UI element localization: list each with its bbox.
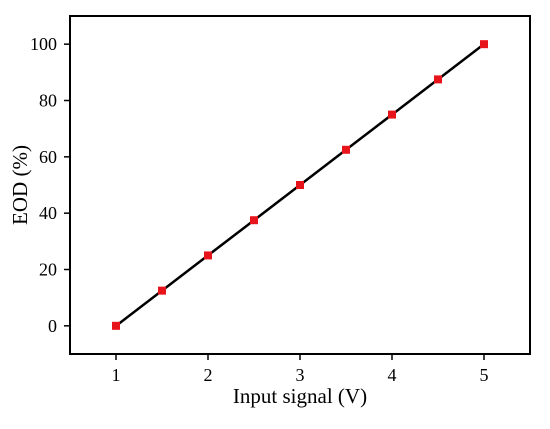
data-point bbox=[296, 181, 304, 189]
y-tick-label: 100 bbox=[30, 34, 57, 54]
data-point bbox=[250, 216, 258, 225]
y-tick-label: 60 bbox=[39, 147, 57, 167]
tick-labels: 1 2 3 4 5 0 20 40 60 80 100 bbox=[30, 34, 489, 385]
data-point bbox=[158, 286, 166, 295]
y-tick-label: 20 bbox=[39, 260, 57, 280]
y-axis-label: EOD (%) bbox=[8, 145, 32, 225]
data-point bbox=[112, 321, 120, 330]
data-points bbox=[112, 40, 488, 330]
data-point bbox=[480, 40, 488, 49]
x-tick-label: 4 bbox=[388, 365, 397, 385]
x-tick-label: 5 bbox=[480, 365, 489, 385]
data-point bbox=[388, 110, 396, 119]
x-tick-label: 1 bbox=[112, 365, 121, 385]
x-tick-label: 3 bbox=[296, 365, 305, 385]
x-axis-label: Input signal (V) bbox=[233, 384, 367, 408]
data-point bbox=[342, 145, 350, 154]
y-tick-label: 0 bbox=[48, 316, 57, 336]
data-point bbox=[434, 75, 442, 84]
y-tick-label: 40 bbox=[39, 203, 57, 223]
y-tick-label: 80 bbox=[39, 91, 57, 111]
ticks bbox=[64, 43, 485, 360]
x-tick-label: 2 bbox=[204, 365, 213, 385]
data-point bbox=[204, 251, 212, 260]
